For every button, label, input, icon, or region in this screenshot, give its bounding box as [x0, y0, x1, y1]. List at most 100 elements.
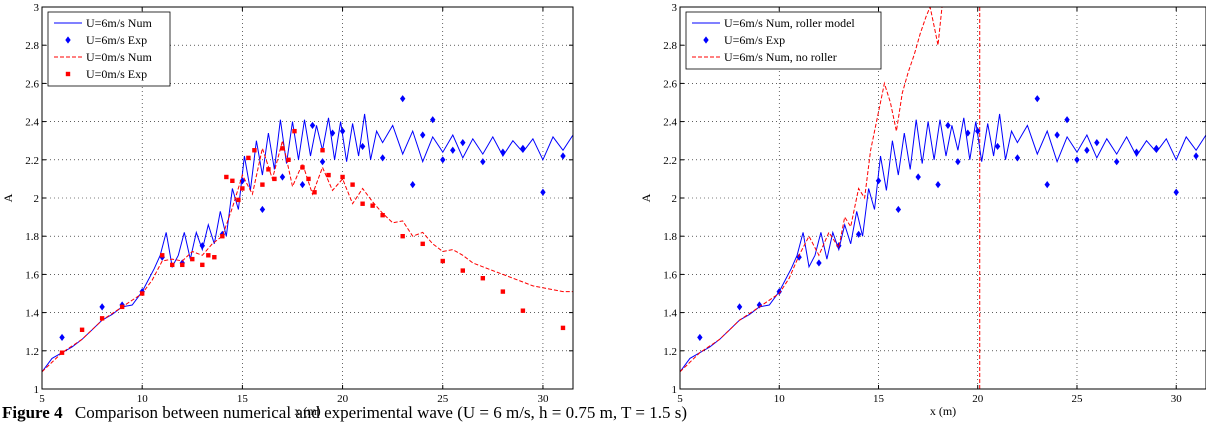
data-point [460, 268, 465, 273]
y-tick-label: 1.4 [25, 308, 39, 320]
data-point [440, 156, 446, 164]
legend-swatch-marker [703, 36, 709, 44]
x-tick-label: 20 [337, 393, 349, 405]
data-point [139, 291, 145, 296]
data-point [1193, 152, 1199, 160]
data-point [1133, 148, 1140, 156]
data-point [200, 262, 205, 268]
data-point [430, 116, 436, 124]
data-point [975, 127, 981, 135]
data-point [59, 350, 65, 355]
y-tick-label: 1.4 [663, 308, 677, 320]
data-point [306, 176, 311, 182]
caption-body: Comparison between numerical and experim… [75, 403, 687, 422]
data-point [480, 276, 486, 281]
x-tick-label: 20 [972, 393, 984, 405]
x-tick-label: 15 [237, 393, 249, 405]
data-point [460, 139, 466, 147]
data-point [380, 212, 385, 218]
series-line-2 [42, 140, 573, 373]
data-point [259, 205, 266, 214]
y-tick-label: 2.6 [663, 78, 677, 90]
legend-entry: U=6m/s Exp [703, 33, 785, 47]
plot-frame [679, 6, 1206, 390]
y-tick-label: 1.2 [25, 346, 39, 358]
data-point [1064, 116, 1070, 124]
y-tick-label: 1.8 [25, 231, 39, 243]
data-point [560, 325, 566, 331]
data-point [1074, 156, 1080, 164]
data-point [915, 173, 921, 181]
data-point [500, 289, 506, 294]
data-point [340, 174, 345, 180]
legend-entry: U=6m/s Num, no roller [692, 50, 837, 64]
x-tick-label: 5 [677, 393, 683, 405]
data-point [252, 148, 257, 153]
data-point [500, 148, 506, 156]
data-point [279, 173, 286, 181]
data-point [520, 144, 526, 152]
x-tick-label: 5 [39, 393, 45, 405]
plot-frame [41, 6, 574, 390]
legend-label: U=0m/s Num [86, 50, 152, 64]
data-point [399, 95, 406, 103]
data-point [955, 158, 961, 166]
right-chart: 5 10 15 20 25 30 1 1.2 1.4 1.6 1.8 2 2.2 2.4 2.6 2.8 3 x … [639, 2, 1206, 418]
data-point [312, 190, 317, 195]
plot-area [680, 7, 1206, 389]
x-tick-label: 15 [873, 393, 885, 405]
data-point [99, 316, 105, 321]
data-point [1054, 131, 1060, 139]
legend-swatch-marker [65, 36, 71, 44]
y-tick-label: 2.2 [25, 155, 39, 167]
data-point [320, 148, 325, 153]
x-tick-label: 25 [437, 393, 449, 405]
data-point [1044, 181, 1050, 189]
y-tick-label: 2.8 [663, 40, 677, 52]
data-point [212, 255, 217, 260]
x-axis-label: x (m) [930, 404, 956, 418]
legend-label: U=6m/s Num, roller model [724, 16, 855, 30]
y-tick-label: 2.4 [25, 117, 39, 129]
y-tick-label: 1 [34, 384, 40, 396]
data-point [224, 174, 229, 180]
data-point [309, 121, 316, 130]
data-point [420, 241, 425, 247]
data-point [326, 172, 331, 178]
data-point [260, 182, 265, 187]
data-point [400, 234, 405, 239]
data-point [1034, 95, 1040, 103]
data-point [895, 205, 902, 214]
data-point [300, 165, 305, 170]
data-point [190, 256, 195, 262]
data-point [370, 203, 375, 208]
data-point [286, 157, 291, 162]
data-point [1084, 146, 1090, 154]
x-axis-label: x (m) [294, 404, 320, 418]
y-tick-label: 1.2 [663, 346, 677, 358]
data-point [220, 234, 225, 239]
legend-label: U=0m/s Exp [86, 67, 147, 81]
data-point [280, 146, 285, 151]
y-tick-label: 1 [672, 384, 678, 396]
data-point [520, 308, 526, 313]
legend: U=6m/s Num, roller model U=6m/s Exp U=6m/s… [685, 11, 882, 70]
data-point [350, 182, 355, 187]
data-point [816, 259, 822, 267]
data-point [756, 301, 763, 309]
y-tick-label: 2.4 [663, 117, 677, 129]
legend-label: U=6m/s Exp [86, 33, 147, 47]
legend-entry: U=0m/s Exp [65, 67, 147, 81]
data-point [206, 253, 211, 258]
legend-label: U=6m/s Exp [724, 33, 785, 47]
data-point [440, 258, 445, 264]
y-tick-label: 3 [34, 2, 40, 14]
x-tick-label: 10 [774, 393, 786, 405]
series-line-2 [680, 7, 943, 373]
y-tick-label: 2.2 [663, 155, 677, 167]
data-point [239, 177, 246, 185]
legend: U=6m/s Num U=6m/s Exp U=0m/s Num U=0m/s Exp [47, 11, 171, 87]
legend-entry: U=6m/s Num, roller model [692, 16, 855, 30]
y-tick-label: 2 [34, 193, 40, 205]
